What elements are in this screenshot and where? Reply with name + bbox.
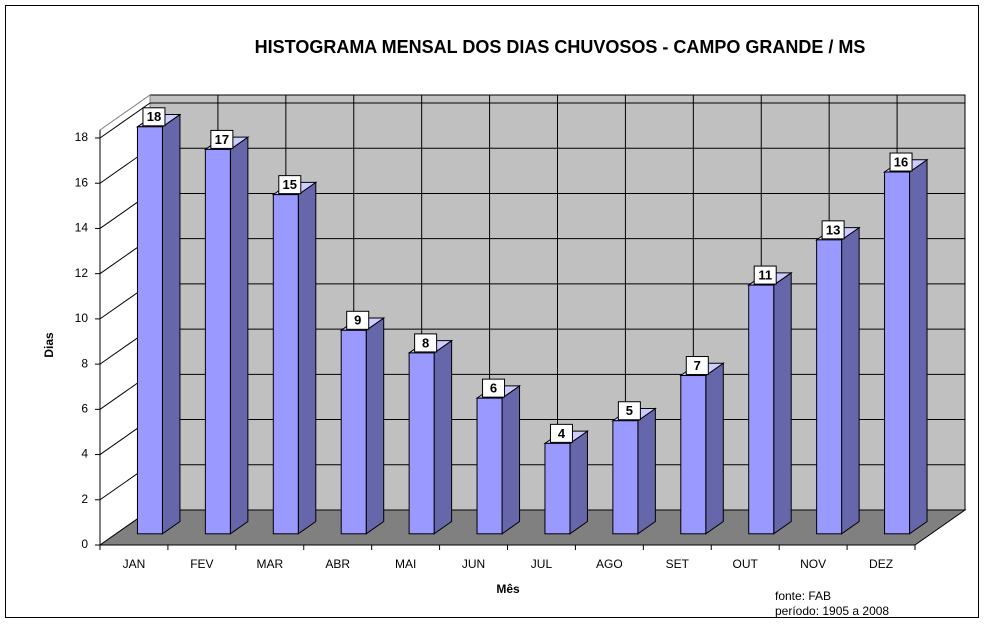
data-label: 11 — [758, 268, 772, 283]
bar — [882, 158, 929, 535]
bar — [407, 339, 454, 535]
bar-front — [204, 148, 231, 535]
annotation: período: 1905 a 2008 — [775, 604, 889, 618]
bar — [135, 113, 182, 535]
data-label: 6 — [490, 381, 497, 396]
bar-side — [433, 339, 453, 535]
bar-front — [816, 239, 843, 535]
x-tick-label: ABR — [325, 557, 350, 571]
data-label-box — [549, 423, 573, 443]
bar-side — [637, 407, 656, 535]
bar-front — [136, 126, 163, 535]
y-tick-label: 8 — [81, 356, 88, 370]
x-tick-label: AGO — [596, 557, 623, 571]
chart-title: HISTOGRAMA MENSAL DOS DIAS CHUVOSOS - CA… — [255, 37, 866, 57]
bar — [543, 430, 590, 535]
y-tick-label: 18 — [75, 130, 89, 144]
bar-front — [408, 352, 435, 535]
bar-side — [841, 226, 860, 535]
y-tick-label: 10 — [75, 311, 89, 325]
bar-front — [680, 375, 707, 535]
y-tick-label: 16 — [75, 175, 89, 189]
data-label-box — [685, 356, 709, 376]
data-label-box — [278, 175, 302, 195]
x-tick-label: FEV — [190, 557, 213, 571]
data-label: 7 — [694, 358, 701, 373]
bar — [611, 407, 657, 535]
y-axis-label: Dias — [42, 332, 56, 358]
x-tick-label: NOV — [800, 557, 826, 571]
bar-front — [340, 329, 367, 535]
data-label: 16 — [894, 154, 908, 169]
bar-side — [909, 158, 928, 535]
data-label: 9 — [354, 313, 361, 328]
bar — [747, 271, 793, 535]
data-label-box — [821, 220, 845, 240]
data-label: 5 — [626, 403, 633, 418]
bar-front — [272, 194, 299, 535]
y-tick-label: 6 — [81, 402, 88, 416]
bar-side — [297, 181, 317, 535]
x-tick-label: DEZ — [869, 557, 893, 571]
bar — [475, 384, 522, 535]
data-label-box — [210, 129, 234, 149]
data-label-box — [617, 401, 641, 421]
x-tick-label: OUT — [733, 557, 759, 571]
data-label-box — [414, 333, 438, 353]
data-label: 18 — [147, 109, 161, 124]
bar-side — [705, 362, 724, 535]
y-tick-label: 4 — [81, 447, 88, 461]
x-tick-label: MAR — [256, 557, 283, 571]
data-label: 8 — [422, 335, 429, 350]
x-tick-label: SET — [666, 557, 690, 571]
y-tick-label: 0 — [81, 537, 88, 551]
data-label-box — [753, 265, 777, 285]
bar-side — [569, 430, 588, 535]
bar — [203, 136, 250, 535]
plot-area: 0 2 4 6 8 10 12 14 16 18 JAN 18 FEV 17 MAR 15 ABR 9 MAI 8 JU… — [75, 94, 967, 571]
grid-line — [99, 102, 151, 139]
data-label-box — [142, 107, 166, 127]
y-tick-label: 12 — [75, 266, 89, 280]
y-tick-label: 14 — [75, 221, 89, 235]
data-label-box — [889, 152, 913, 172]
x-tick-label: JUN — [462, 557, 485, 571]
bar — [679, 362, 725, 535]
bar-side — [501, 384, 521, 535]
data-label-box — [482, 378, 506, 398]
bar-front — [884, 171, 911, 535]
x-tick-label: JUL — [531, 557, 553, 571]
bar-front — [612, 420, 639, 535]
bar-side — [773, 271, 792, 535]
bar-front — [748, 284, 775, 535]
data-label: 17 — [215, 132, 229, 147]
bar — [339, 317, 386, 535]
data-label: 13 — [826, 222, 840, 237]
bar-side — [365, 317, 385, 535]
x-axis-label: Mês — [496, 582, 520, 596]
x-tick-label: MAI — [395, 557, 416, 571]
y-tick-label: 2 — [81, 492, 88, 506]
bar-side — [229, 136, 249, 535]
bar-side — [161, 113, 181, 535]
x-tick-label: JAN — [123, 557, 146, 571]
annotation: fonte: FAB — [775, 589, 831, 603]
bar-front — [544, 442, 571, 535]
bar — [271, 181, 318, 535]
data-label: 15 — [283, 177, 297, 192]
data-label: 4 — [558, 426, 566, 441]
data-label-box — [346, 310, 370, 330]
bar — [815, 226, 861, 535]
bar-front — [476, 397, 503, 535]
